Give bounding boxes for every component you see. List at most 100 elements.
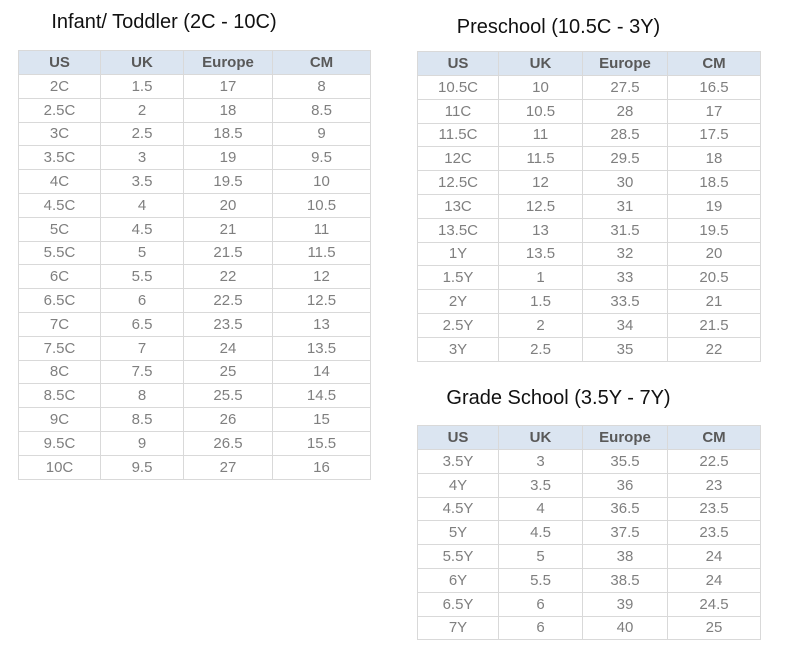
- column-header: US: [417, 51, 499, 76]
- infant-toddler-section: Infant/ Toddler (2C - 10C) US UK Europe CM …: [18, 10, 371, 480]
- size-cell: 21.5: [183, 240, 273, 266]
- table-row: 6.5Y 6 39 24.5: [417, 591, 761, 617]
- size-cell: 18.5: [183, 121, 273, 147]
- table-row: 13.5C 13 31.5 19.5: [417, 217, 761, 243]
- size-cell: 15: [272, 407, 371, 432]
- table-row: 5C 4.5 21 11: [18, 216, 371, 242]
- table-row: 12.5C 12 30 18.5: [417, 170, 761, 195]
- size-cell: 24.5: [667, 591, 761, 617]
- size-cell: 23: [667, 472, 761, 498]
- size-cell: 38: [582, 544, 668, 569]
- size-cell: 7: [100, 335, 184, 361]
- column-header: CM: [272, 50, 371, 75]
- size-cell: 21: [667, 289, 761, 314]
- grade-school-section: Grade School (3.5Y - 7Y) US UK Europe CM 3.…: [417, 386, 761, 641]
- size-cell: 23.5: [667, 496, 761, 522]
- size-cell: 26.5: [183, 430, 273, 456]
- column-header: Europe: [183, 50, 273, 75]
- table-row: 5.5C 5 21.5 11.5: [18, 240, 371, 266]
- size-cell: 17: [667, 98, 761, 124]
- table-row: 9C 8.5 26 15: [18, 407, 371, 432]
- size-cell: 20: [183, 192, 273, 218]
- size-cell: 8.5C: [18, 383, 101, 409]
- size-cell: 5: [100, 240, 184, 266]
- table-row: 3C 2.5 18.5 9: [18, 121, 371, 147]
- size-cell: 28.5: [582, 122, 668, 148]
- size-cell: 22: [183, 264, 273, 290]
- table-row: 7Y 6 40 25: [417, 615, 761, 641]
- size-cell: 35.5: [582, 449, 668, 474]
- size-cell: 13.5: [272, 335, 371, 361]
- table-title-infant-toddler: Infant/ Toddler (2C - 10C): [51, 11, 277, 33]
- size-cell: 33.5: [582, 289, 668, 314]
- size-cell: 17: [183, 74, 273, 99]
- size-cell: 4: [498, 496, 583, 522]
- size-cell: 12.5: [498, 193, 583, 219]
- size-cell: 2: [498, 312, 583, 338]
- size-cell: 13: [272, 311, 371, 337]
- size-cell: 11.5: [498, 146, 583, 172]
- size-cell: 9.5C: [18, 430, 101, 456]
- size-cell: 19: [183, 145, 273, 171]
- size-cell: 3.5: [498, 472, 583, 498]
- size-cell: 23.5: [667, 520, 761, 546]
- size-cell: 25.5: [183, 383, 273, 409]
- infant-toddler-size-table: US UK Europe CM 2C 1.5 17 8 2.5C 2 18 8.5 3C 2.5 18.5…: [18, 50, 371, 480]
- size-cell: 33: [582, 265, 668, 291]
- table-row: 8C 7.5 25 14: [18, 359, 371, 385]
- size-cell: 2.5C: [18, 97, 101, 123]
- size-cell: 2: [100, 97, 184, 123]
- size-cell: 32: [582, 241, 668, 267]
- table-title-grade-school: Grade School (3.5Y - 7Y): [446, 387, 671, 409]
- size-cell: 19.5: [667, 217, 761, 243]
- size-cell: 2Y: [417, 289, 499, 314]
- table-row: 9.5C 9 26.5 15.5: [18, 430, 371, 456]
- table-row: 4.5Y 4 36.5 23.5: [417, 496, 761, 522]
- size-cell: 2.5: [100, 121, 184, 147]
- size-cell: 26: [183, 407, 273, 432]
- size-cell: 6: [100, 288, 184, 313]
- size-cell: 25: [183, 359, 273, 385]
- size-cell: 4: [100, 192, 184, 218]
- column-header: UK: [498, 425, 583, 450]
- size-cell: 4.5C: [18, 192, 101, 218]
- table-row: 10.5C 10 27.5 16.5: [417, 75, 761, 100]
- size-cell: 10.5: [498, 98, 583, 124]
- grade-school-size-table: US UK Europe CM 3.5Y 3 35.5 22.5 4Y 3.5 36 23 4.5Y 4…: [417, 425, 761, 641]
- size-cell: 37.5: [582, 520, 668, 546]
- table-row: 6C 5.5 22 12: [18, 264, 371, 290]
- size-cell: 8: [100, 383, 184, 409]
- size-cell: 13.5: [498, 241, 583, 267]
- table-row: 3.5C 3 19 9.5: [18, 145, 371, 171]
- table-row: 12C 11.5 29.5 18: [417, 146, 761, 172]
- size-cell: 1Y: [417, 241, 499, 267]
- size-cell: 12: [498, 170, 583, 195]
- table-row: 7.5C 7 24 13.5: [18, 335, 371, 361]
- size-cell: 4.5: [100, 216, 184, 242]
- size-cell: 8C: [18, 359, 101, 385]
- column-header: UK: [498, 51, 583, 76]
- size-cell: 7.5C: [18, 335, 101, 361]
- size-cell: 20.5: [667, 265, 761, 291]
- size-cell: 11: [498, 122, 583, 148]
- table-row: 11.5C 11 28.5 17.5: [417, 122, 761, 148]
- size-cell: 8.5: [272, 97, 371, 123]
- size-cell: 10: [498, 75, 583, 100]
- size-cell: 5C: [18, 216, 101, 242]
- size-cell: 8.5: [100, 407, 184, 432]
- table-row: 11C 10.5 28 17: [417, 98, 761, 124]
- size-cell: 16.5: [667, 75, 761, 100]
- size-cell: 12C: [417, 146, 499, 172]
- size-cell: 3.5: [100, 169, 184, 194]
- size-cell: 4.5Y: [417, 496, 499, 522]
- size-cell: 6Y: [417, 567, 499, 593]
- column-header: UK: [100, 50, 184, 75]
- size-cell: 6.5: [100, 311, 184, 337]
- table-row: 1Y 13.5 32 20: [417, 241, 761, 267]
- table-row: 5.5Y 5 38 24: [417, 544, 761, 569]
- size-cell: 9C: [18, 407, 101, 432]
- size-cell: 19.5: [183, 169, 273, 194]
- size-cell: 11.5: [272, 240, 371, 266]
- size-cell: 10.5C: [417, 75, 499, 100]
- size-cell: 13: [498, 217, 583, 243]
